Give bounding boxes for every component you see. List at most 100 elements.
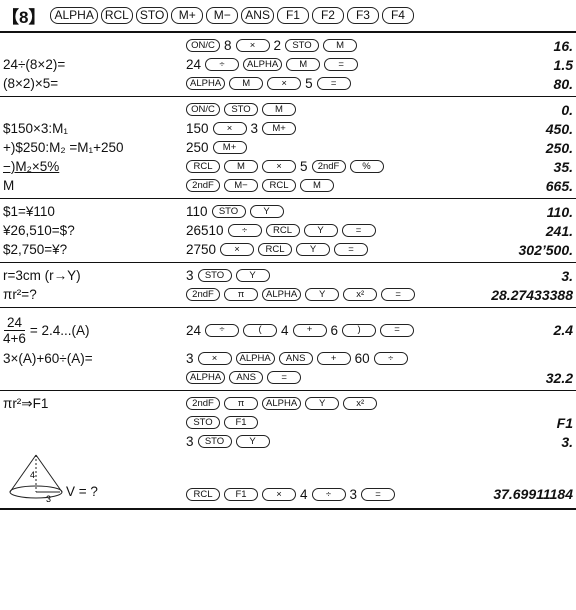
result: 28.27433388 <box>423 287 576 303</box>
key: ÷ <box>205 323 240 337</box>
key-sequence: RCL M × 5 2ndF% <box>186 159 423 174</box>
key: F1 <box>276 6 309 24</box>
result: 2.4 <box>423 322 576 338</box>
result-text: 80. <box>553 75 573 92</box>
key: F3 <box>346 6 379 24</box>
section: ON/C 8 × 2 STO M 16. 24÷(8×2)= 24 ÷ ALPHA M = 1.5 (8×2… <box>0 33 576 96</box>
typed-number: 2750 <box>186 242 217 257</box>
key: RCL <box>258 243 293 256</box>
key: × <box>220 243 255 256</box>
result: F1 <box>423 415 576 431</box>
key: RCL <box>265 224 300 237</box>
key: STO <box>211 205 246 218</box>
key: Y <box>235 269 270 282</box>
key-sequence: ALPHA ANS = <box>186 371 423 384</box>
row: ¥26,510=$? 26510 ÷ RCL Y = 241. <box>0 221 576 240</box>
key-sequence: 250 M+ <box>186 140 423 155</box>
key-sequence: 2750 × RCL Y = <box>186 242 423 257</box>
expression: M <box>0 176 186 195</box>
typed-number: 250 <box>186 140 209 155</box>
result: 302’500. <box>423 242 576 258</box>
row: $150×3:M₁ 150 × 3 M+ 450. <box>0 119 576 138</box>
result-text: 32.2 <box>545 369 573 386</box>
key: M− <box>206 6 239 24</box>
denominator: 4+6 <box>3 330 26 346</box>
key-sequence: 24 ÷ ALPHA M = <box>186 57 423 72</box>
row: $1=¥110 110 STO Y 110. <box>0 202 576 221</box>
expression-text: (8×2)×5= <box>3 76 59 91</box>
key: x² <box>343 397 378 410</box>
expression <box>0 368 186 387</box>
key: ALPHA <box>262 397 302 410</box>
section: $1=¥110 110 STO Y 110. ¥26,510=$? 26510 ÷ RCL Y = 2… <box>0 198 576 262</box>
cone-base <box>9 485 63 499</box>
expression: $150×3:M₁ <box>0 119 186 138</box>
key: RCL <box>262 179 296 192</box>
key: π <box>224 288 258 301</box>
key: + <box>316 352 351 365</box>
key-sequence: 26510 ÷ RCL Y = <box>186 223 423 238</box>
result-text: 3. <box>561 433 573 450</box>
expression: 3×(A)+60÷(A)= <box>0 349 186 368</box>
key: ) <box>342 323 377 337</box>
result-text: 302’500. <box>518 241 574 258</box>
typed-number: 26510 <box>186 223 224 238</box>
result-text: 110. <box>546 203 573 220</box>
expression-text: πr²⇒F1 <box>3 395 49 411</box>
key: RCL <box>186 488 220 501</box>
key: ALPHA <box>186 371 226 384</box>
key: M+ <box>171 6 204 24</box>
key-sequence: ON/C STO M <box>186 103 423 116</box>
expression-text: M <box>3 178 15 193</box>
typed-number: 150 <box>186 121 209 136</box>
result: 35. <box>423 159 576 175</box>
key: RCL <box>100 6 133 24</box>
typed-number: 3 <box>186 434 194 449</box>
key-sequence: 24 ÷(4 +6) = <box>186 323 423 338</box>
key-sequence: 110 STO Y <box>186 204 423 219</box>
row: (8×2)×5= ALPHA M × 5 = 80. <box>0 74 576 93</box>
key-sequence: 3 × ALPHA ANS +60 ÷ <box>186 351 423 366</box>
expression: ¥26,510=$? <box>0 221 186 240</box>
key: M <box>286 58 321 71</box>
key-sequence: ON/C 8 × 2 STO M <box>186 38 423 53</box>
key: = <box>316 77 351 90</box>
key: Y <box>305 397 340 410</box>
cone-height-label: 4 <box>30 470 35 480</box>
expression: r=3cm (r→Y) <box>0 266 186 285</box>
expression-text: r=3cm (r→Y) <box>3 268 81 283</box>
typed-number: 3 <box>186 268 194 283</box>
result-text: 28.27433388 <box>491 286 573 303</box>
typed-number: 24 <box>186 322 202 338</box>
key-sequence: STO F1 <box>186 416 423 429</box>
key: M <box>224 160 258 173</box>
result: 110. <box>423 204 576 220</box>
key: F1 <box>224 416 258 429</box>
expression-text: 3×(A)+60÷(A)= <box>3 351 93 366</box>
expression: +)$250:M₂ =M₁+250 <box>0 138 186 157</box>
expression-text: $2,750=¥? <box>3 242 68 257</box>
expression: 24 4+6 = 2.4...(A) <box>0 311 186 349</box>
cone-figure: 43 <box>9 454 63 502</box>
key: × <box>197 352 232 365</box>
result: 450. <box>423 121 576 137</box>
expression: $1=¥110 <box>0 202 186 221</box>
expression-text: V = ? <box>66 484 98 499</box>
key: M− <box>224 179 258 192</box>
expression-text: = 2.4...(A) <box>29 322 90 338</box>
key: = <box>267 371 302 384</box>
expression-text: πr²=? <box>3 287 37 302</box>
key: ANS <box>241 6 274 24</box>
key: ANS <box>278 352 313 365</box>
result-text: 250. <box>545 139 573 156</box>
key: % <box>349 160 384 173</box>
expression-text: $150×3:M₁ <box>3 121 68 136</box>
row: r=3cm (r→Y) 3 STO Y 3. <box>0 266 576 285</box>
key: F1 <box>224 488 258 501</box>
key-sequence: RCL F1 × 4 ÷ 3 = <box>186 487 423 502</box>
key: M <box>323 39 358 52</box>
key: STO <box>285 39 320 52</box>
key: = <box>380 323 415 337</box>
